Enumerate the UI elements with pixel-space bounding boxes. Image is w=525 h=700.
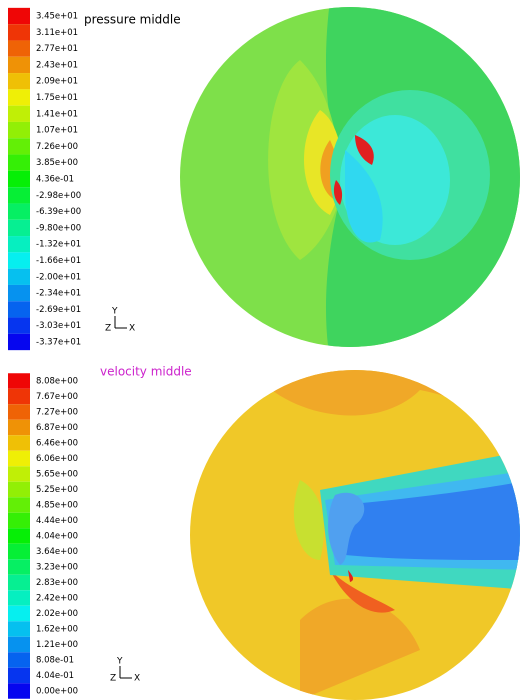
legend-swatch: [8, 590, 30, 606]
legend-label: 2.02e+00: [36, 609, 78, 619]
legend-label: 5.25e+00: [36, 485, 78, 495]
legend-swatch: [8, 89, 30, 106]
axis-label: Y: [116, 657, 123, 667]
legend-swatch: [8, 301, 30, 318]
legend-label: 4.85e+00: [36, 501, 78, 511]
axis-label: X: [129, 324, 135, 334]
legend-swatch: [8, 450, 30, 467]
legend-label: 6.46e+00: [36, 439, 78, 449]
legend-swatch: [8, 497, 30, 513]
legend-swatch: [8, 652, 30, 668]
legend-label: 3.23e+00: [36, 563, 78, 573]
legend-label: 1.62e+00: [36, 625, 78, 635]
legend-swatch: [8, 466, 30, 482]
legend-label: 4.04e-01: [36, 671, 74, 681]
legend-label: 1.07e+01: [36, 126, 78, 136]
legend-swatch: [8, 667, 30, 684]
legend-swatch: [8, 373, 30, 389]
legend-label: 1.21e+00: [36, 640, 78, 650]
legend-label: -1.32e+01: [36, 240, 81, 250]
axis-label: X: [134, 674, 140, 684]
legend-swatch: [8, 56, 30, 74]
panel-title: pressure middle: [84, 13, 181, 27]
legend-swatch: [8, 268, 30, 285]
legend-label: 3.64e+00: [36, 547, 78, 557]
legend-swatch: [8, 574, 30, 591]
legend-swatch: [8, 24, 30, 41]
legend-swatch: [8, 621, 30, 637]
legend-label: 1.41e+01: [36, 109, 78, 119]
axis-label: Z: [105, 324, 111, 334]
legend-swatch: [8, 317, 30, 334]
legend-label: 6.06e+00: [36, 454, 78, 464]
legend-label: -1.66e+01: [36, 256, 81, 266]
legend-swatch: [8, 388, 30, 405]
legend-label: 2.83e+00: [36, 578, 78, 588]
legend-swatch: [8, 154, 30, 171]
legend-swatch: [8, 73, 30, 90]
legend-swatch: [8, 481, 30, 498]
axis-label: Z: [110, 674, 116, 684]
legend-swatch: [8, 333, 30, 351]
legend-label: 3.45e+01: [36, 12, 78, 22]
legend-label: 4.44e+00: [36, 516, 78, 526]
pressure-contour: [180, 7, 520, 347]
legend-swatch: [8, 105, 30, 122]
legend-label: 8.08e-01: [36, 656, 74, 666]
legend-label: -2.69e+01: [36, 305, 81, 315]
axis-label: Y: [111, 307, 118, 317]
legend-label: 2.77e+01: [36, 44, 78, 54]
legend-label: 8.08e+00: [36, 377, 78, 387]
legend-label: -6.39e+00: [36, 207, 81, 217]
legend-swatch: [8, 203, 30, 220]
legend-label: -2.34e+01: [36, 289, 81, 299]
legend-swatch: [8, 170, 30, 188]
legend-label: -2.98e+00: [36, 191, 81, 201]
legend-label: -3.37e+01: [36, 338, 81, 348]
legend-swatch: [8, 512, 30, 529]
legend-swatch: [8, 419, 30, 436]
legend-swatch: [8, 138, 30, 155]
legend-label: 2.42e+00: [36, 594, 78, 604]
legend-label: 7.27e+00: [36, 408, 78, 418]
legend-swatch: [8, 683, 30, 699]
legend-swatch: [8, 404, 30, 420]
legend-swatch: [8, 636, 30, 653]
legend-swatch: [8, 252, 30, 269]
legend-label: 7.26e+00: [36, 142, 78, 152]
panel-title: velocity middle: [100, 365, 192, 379]
legend-label: 7.67e+00: [36, 392, 78, 402]
legend-swatch: [8, 219, 30, 237]
legend-swatch: [8, 605, 30, 622]
legend-label: 4.36e-01: [36, 175, 74, 185]
legend-label: -9.80e+00: [36, 223, 81, 233]
legend-label: 6.87e+00: [36, 423, 78, 433]
legend-swatch: [8, 7, 30, 25]
legend-label: 3.11e+01: [36, 28, 78, 38]
legend-swatch: [8, 559, 30, 575]
legend-swatch: [8, 187, 30, 204]
legend-label: -2.00e+01: [36, 272, 81, 282]
legend-label: 2.43e+01: [36, 60, 78, 70]
legend-swatch: [8, 435, 30, 451]
legend-label: 5.65e+00: [36, 470, 78, 480]
legend-label: -3.03e+01: [36, 321, 81, 331]
legend-swatch: [8, 121, 30, 139]
legend-label: 0.00e+00: [36, 687, 78, 697]
legend-label: 3.85e+00: [36, 158, 78, 168]
legend-swatch: [8, 236, 30, 253]
legend-label: 2.09e+01: [36, 77, 78, 87]
legend-swatch: [8, 543, 30, 560]
legend-swatch: [8, 40, 30, 57]
legend-swatch: [8, 284, 30, 302]
legend-label: 4.04e+00: [36, 532, 78, 542]
legend-swatch: [8, 528, 30, 544]
velocity-contour: [190, 370, 520, 700]
legend-label: 1.75e+01: [36, 93, 78, 103]
